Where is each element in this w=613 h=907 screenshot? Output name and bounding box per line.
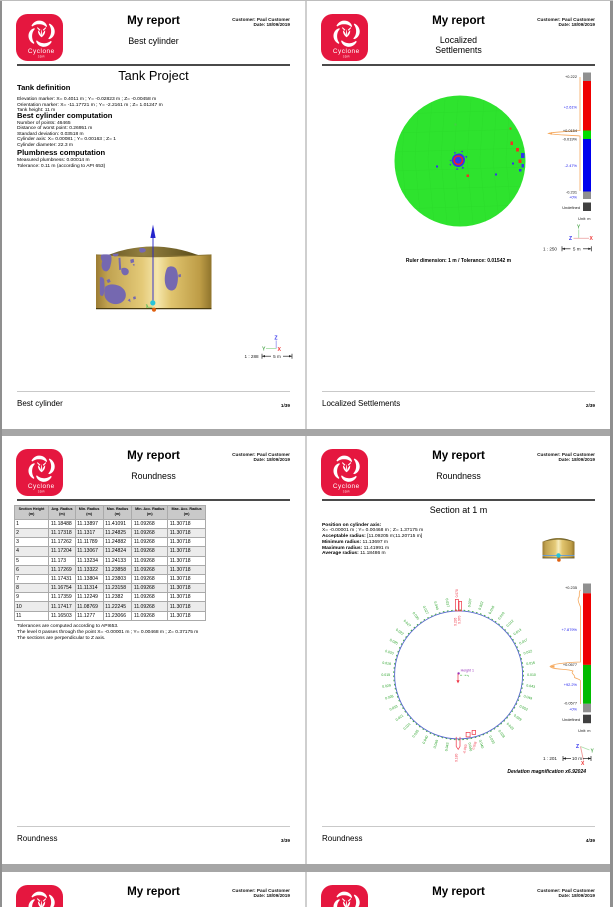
svg-text:0.018: 0.018 [382, 661, 391, 666]
svg-text:+0.222: +0.222 [565, 74, 577, 79]
svg-text:0.021: 0.021 [395, 713, 404, 721]
svg-text:0.053: 0.053 [519, 704, 529, 712]
svg-text:0.037: 0.037 [467, 598, 472, 607]
svg-text:0.012: 0.012 [506, 619, 515, 628]
svg-text:+0.0577: +0.0577 [563, 662, 577, 667]
svg-text:0.049: 0.049 [433, 739, 440, 749]
svg-text:1 : 250: 1 : 250 [543, 246, 557, 251]
svg-text:Z: Z [576, 744, 579, 750]
svg-text:X: X [278, 347, 282, 353]
svg-text:0.040: 0.040 [422, 735, 430, 745]
svg-text:+7.879%: +7.879% [562, 627, 578, 632]
svg-text:0.017: 0.017 [519, 638, 529, 646]
svg-text:+0%: +0% [569, 195, 577, 200]
svg-text:Y: Y [262, 347, 266, 353]
svg-text:3DR: 3DR [38, 54, 46, 58]
svg-text:0.033: 0.033 [389, 704, 399, 712]
svg-text:0.180: 0.180 [455, 753, 459, 761]
svg-text:Height 1: Height 1 [461, 669, 474, 673]
svg-text:0.029: 0.029 [513, 714, 522, 722]
svg-text:0.033: 0.033 [488, 735, 496, 745]
svg-text:+92.2%: +92.2% [564, 682, 578, 687]
svg-text:-0.063: -0.063 [462, 744, 468, 754]
svg-text:0.030: 0.030 [412, 611, 420, 620]
svg-text:0.022: 0.022 [523, 649, 533, 656]
svg-text:Y: Y [591, 749, 595, 755]
svg-text:Unit: m: Unit: m [578, 728, 590, 733]
svg-text:+0%: +0% [569, 707, 577, 712]
svg-text:10 m: 10 m [572, 756, 582, 761]
svg-text:0.040: 0.040 [478, 739, 485, 749]
svg-text:0.013: 0.013 [513, 628, 522, 636]
svg-text:0.046: 0.046 [467, 742, 472, 751]
svg-text:0.022: 0.022 [478, 601, 485, 611]
svg-text:Y: Y [577, 225, 581, 231]
svg-text:0.035: 0.035 [411, 729, 419, 738]
svg-text:1 : 201: 1 : 201 [543, 756, 557, 761]
svg-text:Z: Z [274, 336, 278, 342]
svg-text:-0.019%: -0.019% [563, 137, 578, 142]
svg-text:3DR: 3DR [343, 489, 351, 493]
svg-text:0.029: 0.029 [382, 684, 391, 689]
svg-text:0.008: 0.008 [471, 741, 478, 750]
svg-text:0.010: 0.010 [497, 611, 505, 620]
svg-text:0.027: 0.027 [403, 619, 412, 628]
svg-text:0.043: 0.043 [526, 684, 535, 689]
svg-text:-0.0577: -0.0577 [564, 701, 577, 706]
svg-text:Undefined: Undefined [562, 717, 580, 722]
svg-text:X: X [581, 761, 585, 767]
svg-text:0.043: 0.043 [444, 742, 449, 751]
svg-text:+0.235: +0.235 [565, 585, 577, 590]
svg-text:0.025: 0.025 [389, 638, 399, 646]
svg-text:0.044: 0.044 [433, 601, 440, 611]
svg-text:0.028: 0.028 [497, 729, 505, 738]
svg-text:5 m: 5 m [273, 354, 281, 359]
svg-text:-2.47%: -2.47% [565, 163, 578, 168]
svg-text:+0.0154: +0.0154 [563, 128, 578, 133]
svg-text:0.016: 0.016 [526, 661, 535, 666]
svg-text:3DR: 3DR [38, 489, 46, 493]
svg-text:Cyclone: Cyclone [28, 483, 55, 490]
svg-text:0.020: 0.020 [385, 649, 395, 656]
svg-text:0.037: 0.037 [445, 598, 450, 607]
svg-text:Z: Z [569, 236, 572, 242]
svg-text:X: X [590, 236, 594, 242]
svg-text:0.070: 0.070 [458, 615, 462, 623]
svg-text:0.015: 0.015 [381, 673, 390, 677]
svg-text:0.022: 0.022 [395, 628, 404, 636]
svg-text:3DR: 3DR [343, 54, 351, 58]
svg-text:Unit: m: Unit: m [578, 216, 590, 221]
svg-text:Cyclone: Cyclone [333, 48, 360, 55]
svg-text:0.026: 0.026 [385, 694, 395, 701]
svg-text:Undefined: Undefined [562, 205, 580, 210]
svg-text:0.021: 0.021 [403, 722, 412, 731]
svg-text:-0.231: -0.231 [566, 189, 577, 194]
svg-text:Cyclone: Cyclone [28, 48, 55, 55]
svg-text:+2.61%: +2.61% [564, 105, 578, 110]
svg-text:0.016: 0.016 [488, 605, 496, 615]
svg-text:0.078: 0.078 [455, 589, 459, 597]
svg-text:0.023: 0.023 [506, 722, 515, 731]
svg-text:Cyclone: Cyclone [333, 483, 360, 490]
svg-text:0.049: 0.049 [523, 694, 533, 701]
svg-text:5 m: 5 m [573, 247, 581, 252]
svg-text:0.010: 0.010 [527, 673, 536, 677]
svg-text:0.027: 0.027 [422, 605, 430, 615]
svg-text:0.226: 0.226 [453, 617, 457, 625]
